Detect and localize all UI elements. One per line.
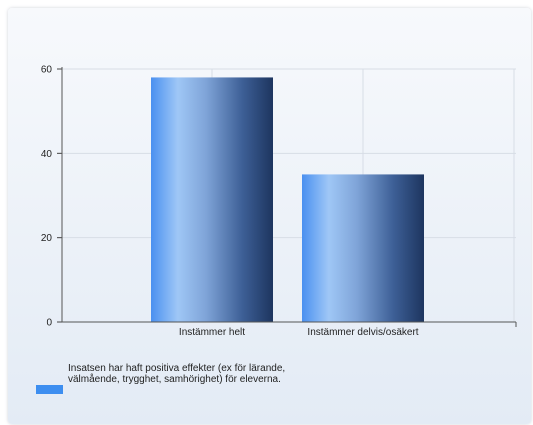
bars — [151, 77, 424, 322]
legend-swatch — [36, 385, 63, 394]
y-tick-label: 60 — [41, 65, 53, 76]
y-tick-labels: 0 20 40 60 — [41, 65, 53, 329]
bar — [151, 77, 273, 322]
x-tick-labels: Instämmer helt Instämmer delvis/osäkert — [179, 327, 419, 338]
x-tick-label: Instämmer delvis/osäkert — [307, 327, 418, 338]
legend-label: Insatsen har haft positiva effekter (ex … — [68, 363, 286, 385]
y-tick-label: 40 — [41, 149, 53, 160]
y-tick-label: 0 — [46, 318, 52, 329]
x-tick-label: Instämmer helt — [179, 327, 245, 338]
y-tick-label: 20 — [41, 233, 53, 244]
gridlines — [62, 68, 516, 322]
bar — [302, 174, 424, 322]
axes — [57, 67, 517, 327]
